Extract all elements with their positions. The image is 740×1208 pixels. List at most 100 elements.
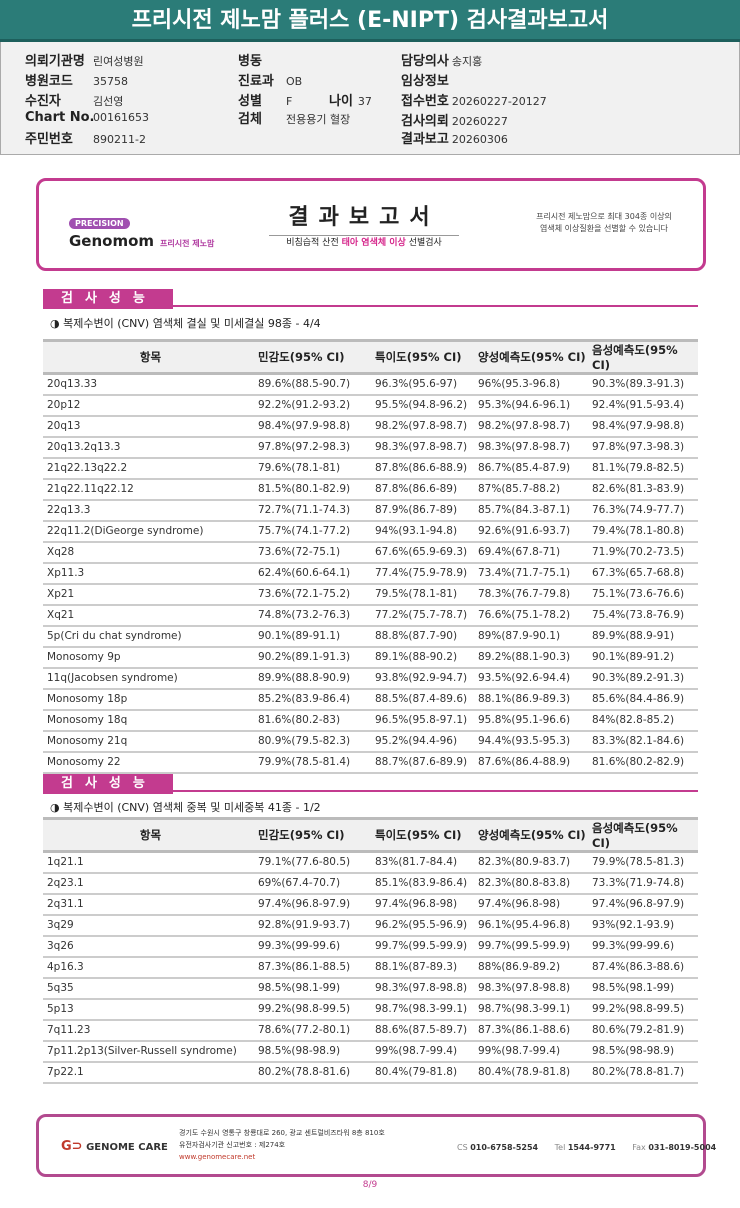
table-cell: 79.9%(78.5-81.4) [254, 751, 371, 774]
table-cell: 93.5%(92.6-94.4) [474, 667, 588, 690]
table-row: 7p22.1 80.2%(78.8-81.6) 80.4%(79-81.8) 80.4… [43, 1061, 698, 1084]
table-cell: 95.5%(94.8-96.2) [371, 394, 474, 417]
column-header: 항목 [43, 817, 254, 853]
table-cell: Xp11.3 [43, 562, 254, 585]
table-cell: 89.6%(88.5-90.7) [254, 373, 371, 396]
table-cell: 81.6%(80.2-82.9) [588, 751, 698, 774]
table-cell: 92.2%(91.2-93.2) [254, 394, 371, 417]
table-row: 20q13.2q13.3 97.8%(97.2-98.3) 98.3%(97.8-9… [43, 436, 698, 459]
age-field: 나이 37 [329, 94, 372, 109]
license: 유전자검사기관 신고번호 : 제274호 [179, 1141, 286, 1149]
table-cell: 5q35 [43, 977, 254, 1000]
column-header: 특이도(95% CI) [371, 339, 474, 375]
table-cell: 84%(82.8-85.2) [588, 709, 698, 732]
table-cell: 80.6%(79.2-81.9) [588, 1019, 698, 1042]
table-row: 3q29 92.8%(91.9-93.7) 96.2%(95.5-96.9) 96.1… [43, 914, 698, 937]
website-link[interactable]: www.genomecare.net [179, 1153, 256, 1161]
table-cell: 20q13 [43, 415, 254, 438]
section-header: 검사성능 [43, 772, 698, 794]
table-row: 3q26 99.3%(99-99.6) 99.7%(99.5-99.9) 99.7%(… [43, 935, 698, 958]
column-header: 민감도(95% CI) [254, 339, 371, 375]
table-cell: 3q26 [43, 935, 254, 958]
table-cell: 82.3%(80.9-83.7) [474, 851, 588, 874]
table-cell: 98.2%(97.8-98.7) [474, 415, 588, 438]
table-cell: 98.2%(97.8-98.7) [371, 415, 474, 438]
table-cell: 99.3%(99-99.6) [588, 935, 698, 958]
table-cell: 87%(85.7-88.2) [474, 478, 588, 501]
table-row: 5p(Cri du chat syndrome) 90.1%(89-91.1) 88… [43, 625, 698, 648]
section-subtitle: ◑ 복제수변이 (CNV) 염색체 결실 및 미세결실 98종 - 4/4 [50, 317, 321, 330]
genomom-logo: PRECISION Genomom 프리시전 제노맘 [69, 218, 215, 250]
table-row: Xq28 73.6%(72-75.1) 67.6%(65.9-69.3) 69.4%(… [43, 541, 698, 564]
table-cell: 98.3%(97.8-98.8) [474, 977, 588, 1000]
table-row: 7q11.23 78.6%(77.2-80.1) 88.6%(87.5-89.7) 8… [43, 1019, 698, 1042]
table-header: 항목 민감도(95% CI) 특이도(95% CI) 양성예측도(95% CI) 음성예… [43, 817, 698, 853]
table-row: 4p16.3 87.3%(86.1-88.5) 88.1%(87-89.3) 88%(… [43, 956, 698, 979]
table-cell: 87.8%(86.6-88.9) [371, 457, 474, 480]
table-cell: 79.1%(77.6-80.5) [254, 851, 371, 874]
table-cell: 87.9%(86.7-89) [371, 499, 474, 522]
report-date-field: 결과보고 20260306 [401, 132, 508, 147]
table-cell: 90.1%(89-91.1) [254, 625, 371, 648]
table-row: 21q22.13q22.2 79.6%(78.1-81) 87.8%(86.6-88… [43, 457, 698, 480]
table-cell: 98.4%(97.9-98.8) [254, 415, 371, 438]
table-cell: 88.1%(87-89.3) [371, 956, 474, 979]
table-cell: 75.1%(73.6-76.6) [588, 583, 698, 606]
receipt-no-field: 접수번호 20260227-20127 [401, 94, 547, 109]
table-cell: 95.3%(94.6-96.1) [474, 394, 588, 417]
table-cell: Monosomy 9p [43, 646, 254, 669]
table-cell: 99%(98.7-99.4) [474, 1040, 588, 1063]
table-row: 11q(Jacobsen syndrome) 89.9%(88.8-90.9) 93… [43, 667, 698, 690]
table-cell: 79.9%(78.5-81.3) [588, 851, 698, 874]
page-number: 8/9 [362, 1180, 378, 1190]
table-cell: 97.4%(96.8-97.9) [254, 893, 371, 916]
table-cell: 85.1%(83.9-86.4) [371, 872, 474, 895]
chart-no-field: Chart No.00161653 [25, 110, 149, 125]
table-cell: 22q11.2(DiGeorge syndrome) [43, 520, 254, 543]
banner-title: 결과보고서 [269, 199, 459, 236]
table-cell: 87.4%(86.3-88.6) [588, 956, 698, 979]
table-cell: 79.5%(78.1-81) [371, 583, 474, 606]
table-cell: 75.7%(74.1-77.2) [254, 520, 371, 543]
table-cell: 2q31.1 [43, 893, 254, 916]
table-cell: 86.7%(85.4-87.9) [474, 457, 588, 480]
table-cell: 74.8%(73.2-76.3) [254, 604, 371, 627]
table-cell: 77.2%(75.7-78.7) [371, 604, 474, 627]
table-cell: 83.3%(82.1-84.6) [588, 730, 698, 753]
footer: G⊃ GENOME CARE 경기도 수원시 영통구 창룡대로 260, 광교 … [36, 1114, 716, 1177]
table-cell: 96.1%(95.4-96.8) [474, 914, 588, 937]
table-row: 20q13 98.4%(97.9-98.8) 98.2%(97.8-98.7) 98.… [43, 415, 698, 438]
table-cell: 20q13.33 [43, 373, 254, 396]
table-cell: 85.7%(84.3-87.1) [474, 499, 588, 522]
table-cell: Monosomy 18p [43, 688, 254, 711]
table-cell: 98.4%(97.9-98.8) [588, 415, 698, 438]
column-header: 음성예측도(95% CI) [588, 339, 698, 375]
table-cell: 90.2%(89.1-91.3) [254, 646, 371, 669]
table-cell: 88.6%(87.5-89.7) [371, 1019, 474, 1042]
table-cell: 98.3%(97.8-98.8) [371, 977, 474, 1000]
table-cell: 87.8%(86.6-89) [371, 478, 474, 501]
table-cell: 98.5%(98-98.9) [588, 1040, 698, 1063]
table-cell: 89.9%(88.8-90.9) [254, 667, 371, 690]
column-header: 양성예측도(95% CI) [474, 339, 588, 375]
table-cell: 94%(93.1-94.8) [371, 520, 474, 543]
ward-field: 병동 [238, 54, 262, 69]
table-cell: 22q13.3 [43, 499, 254, 522]
table-header: 항목 민감도(95% CI) 특이도(95% CI) 양성예측도(95% CI) 음성예… [43, 339, 698, 375]
table-cell: 80.2%(78.8-81.6) [254, 1061, 371, 1084]
table-cell: 89.9%(88.9-91) [588, 625, 698, 648]
table-cell: 2q23.1 [43, 872, 254, 895]
table-cell: 93.8%(92.9-94.7) [371, 667, 474, 690]
table-cell: 80.4%(78.9-81.8) [474, 1061, 588, 1084]
table-cell: 73.6%(72-75.1) [254, 541, 371, 564]
address: 경기도 수원시 영통구 창룡대로 260, 광교 센트럴비즈타워 8층 810호 [179, 1129, 385, 1137]
table-row: 22q11.2(DiGeorge syndrome) 75.7%(74.1-77.… [43, 520, 698, 543]
table-cell: 98.3%(97.8-98.7) [474, 436, 588, 459]
table-cell: 67.3%(65.7-68.8) [588, 562, 698, 585]
table-cell: 89%(87.9-90.1) [474, 625, 588, 648]
table-cell: 7q11.23 [43, 1019, 254, 1042]
table-row: Xp11.3 62.4%(60.6-64.1) 77.4%(75.9-78.9) 73… [43, 562, 698, 585]
table-cell: 69.4%(67.8-71) [474, 541, 588, 564]
table-cell: 98.3%(97.8-98.7) [371, 436, 474, 459]
specimen-field: 검체 전용용기 혈장 [238, 112, 351, 127]
